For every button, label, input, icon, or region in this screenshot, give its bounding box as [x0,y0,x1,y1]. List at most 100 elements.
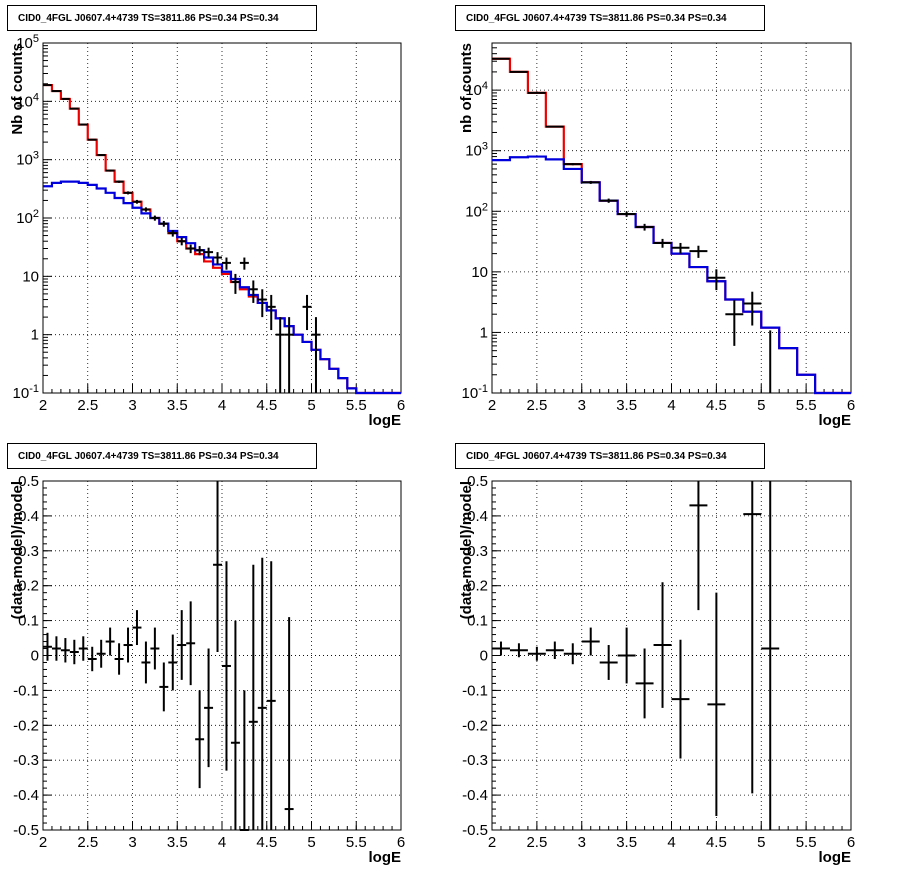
panel-1-title: CID0_4FGL J0607.4+4739 TS=3811.86 PS=0.3… [7,5,317,31]
data-point [689,245,708,258]
data-point [204,648,214,768]
x-tick-label: 2 [488,834,496,851]
data-point [195,690,205,789]
plot-frame [491,480,852,831]
y-tick-label: -0.4 [462,787,488,804]
y-axis-label: (data-model)/model [458,481,475,619]
data-point [635,648,654,719]
x-tick-label: 3 [578,397,586,414]
data-point [230,620,240,830]
panel-4-title: CID0_4FGL J0607.4+4739 TS=3811.86 PS=0.3… [455,443,765,469]
data-point [563,163,582,166]
data-point [150,627,160,670]
y-tick-label: 0.3 [18,543,39,560]
y-tick-label: 10 [22,268,39,285]
x-tick-label: 5.5 [346,834,367,851]
y-tick-label: 10-1 [462,383,488,402]
data-point [257,557,267,830]
data-point [545,641,564,659]
data-point [581,627,600,656]
data-point [105,627,115,656]
plot-frame [42,42,402,394]
data-point [239,690,249,831]
x-tick-label: 4.5 [706,834,727,851]
data-point [671,242,690,254]
data-point [186,601,196,686]
data-point [527,91,546,94]
x-tick-label: 5.5 [346,397,367,414]
x-tick-label: 4 [218,834,226,851]
data-point [123,191,133,195]
data-point [266,561,276,830]
x-tick-label: 2 [488,397,496,414]
data-point [150,215,160,221]
data-point [671,639,690,759]
data-point [509,643,528,658]
x-tick-label: 5 [757,834,765,851]
y-tick-label: 0.3 [467,543,488,560]
y-tick-label: 0.4 [467,508,488,525]
data-point [230,273,240,294]
x-axis-label: logE [819,849,852,866]
y-tick-label: 0.2 [467,578,488,595]
y-tick-label: 104 [465,80,488,99]
data-point [302,294,312,331]
data-point [204,247,214,258]
y-tick-label: 1 [31,327,39,344]
x-tick-label: 5.5 [796,397,817,414]
x-axis-label: logE [369,412,402,429]
y-tick-label: 0.4 [18,508,39,525]
data-point [177,610,187,680]
x-tick-label: 3.5 [616,834,637,851]
data-point [51,636,61,661]
x-tick-label: 6 [397,834,405,851]
data-point [545,125,564,128]
y-tick-label: -0.3 [13,752,39,769]
data-point [248,564,258,830]
data-point [168,230,178,237]
data-point [213,252,222,265]
data-point [563,643,582,665]
x-tick-label: 4 [667,834,675,851]
x-tick-label: 3.5 [167,397,188,414]
data-point [96,154,106,157]
data-point [581,180,600,184]
data-point [132,199,142,204]
x-tick-label: 3.5 [616,397,637,414]
data-point [222,257,231,270]
data-point [743,481,762,794]
data-point [248,280,258,303]
data-point [43,632,52,661]
data-point [159,662,169,712]
y-tick-label: 0.5 [18,473,39,490]
y-tick-label: -0.3 [462,752,488,769]
y-axis-label: nb of counts [458,43,475,133]
x-tick-label: 4 [218,397,226,414]
x-tick-label: 2.5 [526,397,547,414]
data-point [159,220,169,227]
x-tick-label: 5.5 [796,834,817,851]
data-point [599,198,618,203]
data-point [186,244,196,254]
data-point [689,481,708,611]
y-axis-label: Nb of counts [9,43,26,135]
data-point [284,617,294,830]
data-point [69,639,79,665]
x-tick-label: 6 [397,397,405,414]
data-point [707,269,726,291]
data-point [527,646,546,661]
x-tick-label: 3 [578,834,586,851]
data-point [141,641,151,684]
x-tick-label: 5 [307,397,315,414]
data-point [141,207,151,212]
y-tick-label: 103 [465,141,488,160]
y-tick-label: 102 [16,208,39,227]
y-tick-label: 0 [31,648,39,665]
data-point [239,257,249,270]
data-point [105,169,115,172]
y-tick-label: 10-1 [13,383,39,402]
data-point [69,107,79,110]
data-point [87,138,97,141]
y-tick-label: 102 [465,201,488,220]
